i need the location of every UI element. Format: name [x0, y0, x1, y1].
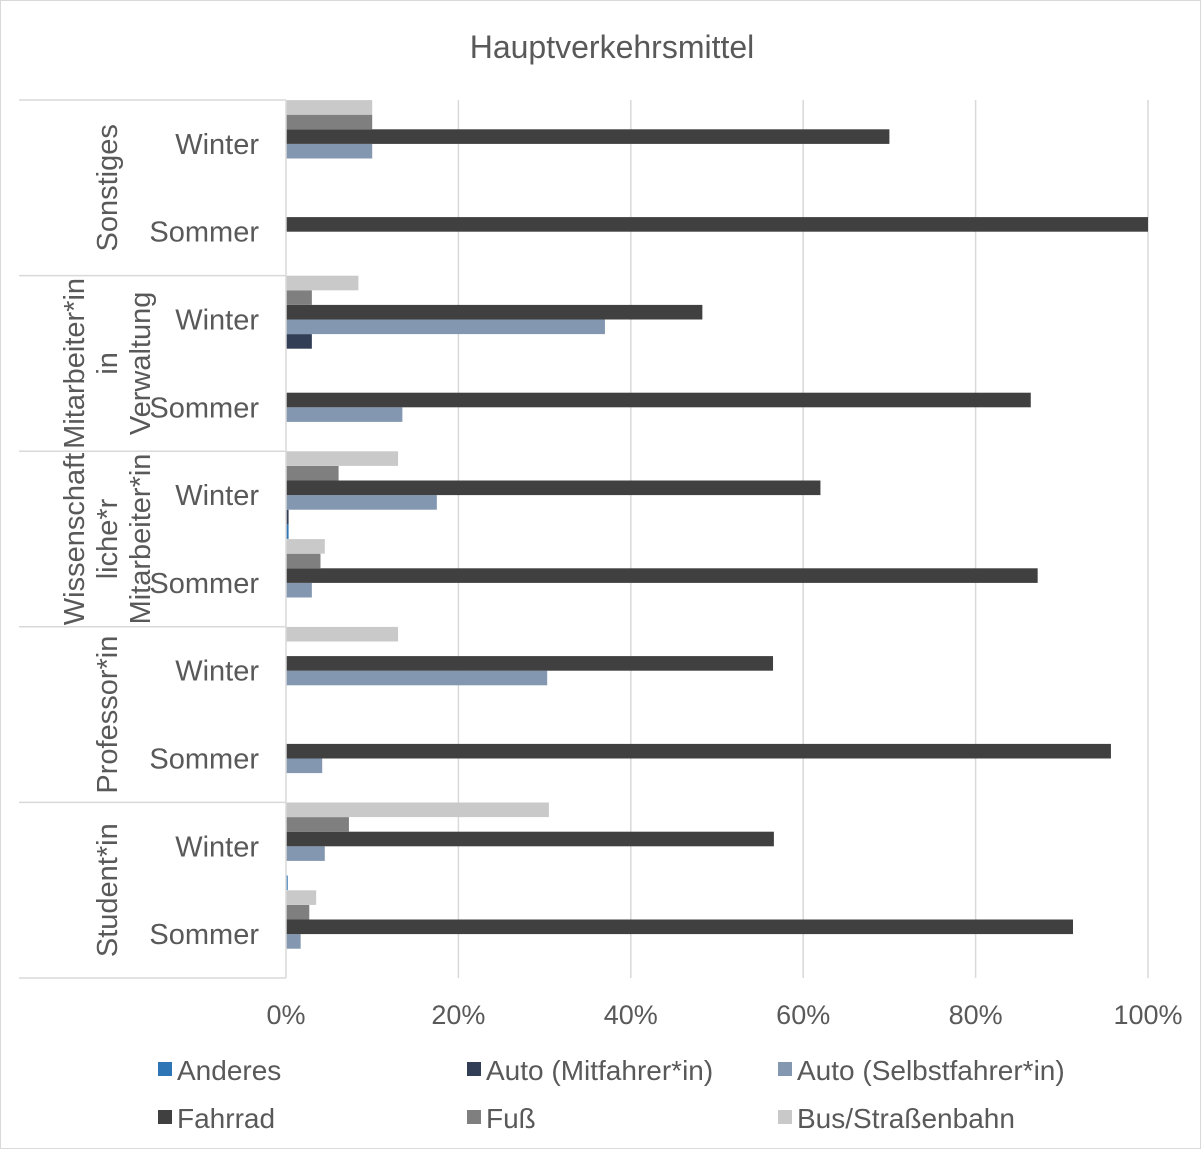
- group-label-line: Wissenschaft: [59, 453, 91, 625]
- legend-label: Anderes: [177, 1055, 281, 1086]
- bar: [286, 114, 373, 130]
- bar: [286, 656, 774, 671]
- bar: [286, 670, 548, 686]
- x-tick-label: 100%: [1113, 1000, 1182, 1030]
- bar: [286, 846, 325, 861]
- bar: [286, 626, 399, 642]
- bar: [286, 143, 373, 159]
- x-tick-label: 80%: [949, 1000, 1003, 1030]
- bar: [286, 509, 289, 525]
- group-label: Mitarbeiter*ininVerwaltung: [59, 278, 157, 449]
- bar: [286, 319, 605, 335]
- category-label: Sommer: [149, 919, 259, 951]
- bar: [286, 275, 359, 291]
- chart-title: Hauptverkehrsmittel: [470, 29, 755, 65]
- x-tick-label: 0%: [266, 1000, 305, 1030]
- category-label: Sommer: [149, 744, 259, 776]
- legend-label: Auto (Selbstfahrer*in): [797, 1055, 1065, 1086]
- group-label-line: Sonstiges: [92, 124, 124, 251]
- bar: [286, 100, 373, 115]
- bar: [286, 831, 774, 847]
- category-label: Winter: [175, 831, 259, 863]
- bar: [286, 875, 288, 891]
- category-label: Winter: [175, 305, 259, 337]
- group-label: Sonstiges: [92, 124, 124, 251]
- bar: [286, 465, 339, 481]
- axes: [19, 99, 287, 979]
- bar: [286, 524, 289, 539]
- legend-swatch: [778, 1062, 792, 1076]
- bar: [286, 890, 317, 905]
- bars: [286, 100, 1148, 949]
- legend-label: Auto (Mitfahrer*in): [486, 1055, 713, 1086]
- bar: [286, 802, 549, 818]
- group-label-line: Mitarbeiter*in: [59, 278, 91, 449]
- legend: Anderes Auto (Mitfahrer*in) Auto (Selbstfa…: [158, 1055, 1065, 1134]
- bar: [286, 480, 821, 496]
- group-label-line: in: [92, 352, 124, 375]
- bar: [286, 582, 312, 598]
- bar: [286, 392, 1031, 408]
- bar: [286, 304, 703, 320]
- category-label: Winter: [175, 129, 259, 161]
- category-label: Winter: [175, 656, 259, 688]
- bar: [286, 919, 1074, 935]
- category-label: Sommer: [149, 568, 259, 600]
- group-label: Wissenschaftliche*rMitarbeiter*in: [59, 453, 157, 625]
- legend-swatch: [467, 1110, 481, 1124]
- legend-swatch: [158, 1110, 172, 1124]
- group-label-line: liche*r: [92, 498, 124, 579]
- legend-swatch: [467, 1062, 481, 1076]
- bar: [286, 539, 325, 554]
- legend-label: Bus/Straßenbahn: [797, 1103, 1015, 1134]
- group-label: Professor*in: [92, 636, 124, 794]
- legend-swatch: [158, 1062, 172, 1076]
- group-label-line: Professor*in: [92, 636, 124, 794]
- bar: [286, 495, 437, 510]
- axis-labels: 0% 20% 40% 60% 80% 100% Winter Sommer Winter Somm…: [59, 124, 1183, 1030]
- legend-swatch: [778, 1110, 792, 1124]
- bar: [286, 553, 321, 569]
- x-tick-label: 60%: [776, 1000, 830, 1030]
- category-label: Sommer: [149, 217, 259, 249]
- bar: [286, 817, 349, 832]
- bar: [286, 129, 890, 144]
- legend-label: Fuß: [486, 1103, 536, 1134]
- group-label-line: Mitarbeiter*in: [125, 454, 157, 625]
- group-label: Student*in: [92, 823, 124, 957]
- bar: [286, 568, 1038, 583]
- bar: [286, 758, 323, 774]
- x-tick-label: 20%: [431, 1000, 485, 1030]
- category-label: Sommer: [149, 392, 259, 424]
- bar: [286, 334, 312, 349]
- bar: [286, 407, 403, 422]
- bar: [286, 934, 301, 949]
- group-label-line: Verwaltung: [125, 292, 157, 436]
- group-label-line: Student*in: [92, 823, 124, 957]
- category-label: Winter: [175, 480, 259, 512]
- bar: [286, 451, 399, 466]
- gridlines: [457, 100, 1149, 978]
- bar: [286, 290, 312, 305]
- legend-label: Fahrrad: [177, 1103, 275, 1134]
- x-tick-label: 40%: [604, 1000, 658, 1030]
- bar: [286, 217, 1148, 232]
- bar: [286, 743, 1111, 759]
- bar: [286, 904, 310, 920]
